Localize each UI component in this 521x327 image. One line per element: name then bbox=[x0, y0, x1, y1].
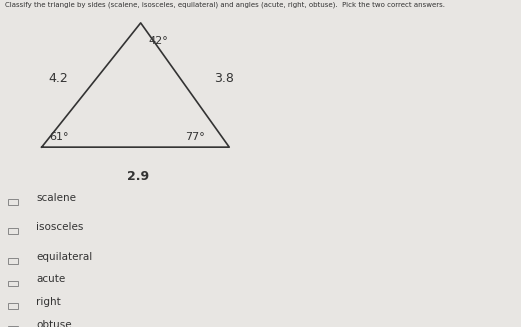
Text: scalene: scalene bbox=[36, 193, 77, 203]
Text: obtuse: obtuse bbox=[36, 320, 72, 327]
Text: right: right bbox=[36, 297, 61, 307]
Text: acute: acute bbox=[36, 274, 66, 284]
Text: 61°: 61° bbox=[49, 132, 69, 143]
Text: isosceles: isosceles bbox=[36, 222, 84, 232]
Text: equilateral: equilateral bbox=[36, 251, 93, 262]
Text: 2.9: 2.9 bbox=[127, 170, 149, 183]
Text: Classify the triangle by sides (scalene, isosceles, equilateral) and angles (acu: Classify the triangle by sides (scalene,… bbox=[5, 2, 445, 8]
Text: 3.8: 3.8 bbox=[214, 72, 233, 85]
Text: 4.2: 4.2 bbox=[48, 72, 68, 85]
Text: 77°: 77° bbox=[185, 132, 205, 143]
Text: 42°: 42° bbox=[148, 36, 168, 46]
